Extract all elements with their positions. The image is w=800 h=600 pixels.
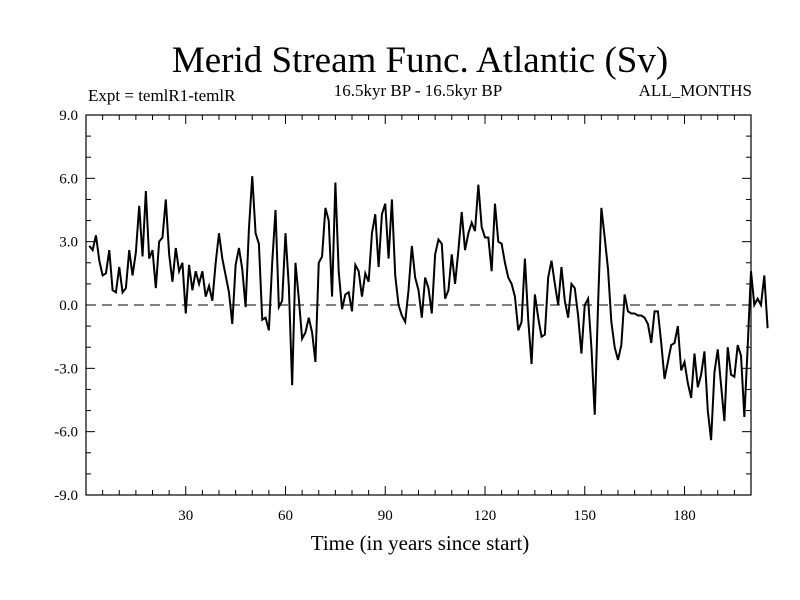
tick-labels: 30 60 90 120 150 180 9.0 6.0 3.0 0.0 -3.0 -6.0 -9.0 bbox=[54, 108, 696, 524]
x-tick-label: 90 bbox=[378, 508, 393, 524]
tick-marks bbox=[86, 115, 751, 495]
y-tick-label: 0.0 bbox=[59, 298, 78, 314]
experiment-label: Expt = temlR1-temlR bbox=[88, 86, 236, 105]
chart-title: Merid Stream Func. Atlantic (Sv) bbox=[172, 40, 668, 81]
x-tick-label: 180 bbox=[673, 508, 696, 524]
x-axis-label: Time (in years since start) bbox=[311, 531, 530, 555]
y-tick-label: -3.0 bbox=[54, 361, 78, 377]
y-tick-label: -9.0 bbox=[54, 488, 78, 504]
x-tick-label: 120 bbox=[474, 508, 497, 524]
months-label: ALL_MONTHS bbox=[639, 81, 752, 100]
x-tick-label: 60 bbox=[278, 508, 293, 524]
data-series-line bbox=[88, 176, 769, 441]
y-tick-label: 3.0 bbox=[59, 235, 78, 251]
x-tick-label: 30 bbox=[178, 508, 193, 524]
y-tick-label: -6.0 bbox=[54, 425, 78, 441]
x-tick-label: 150 bbox=[574, 508, 597, 524]
y-tick-label: 6.0 bbox=[59, 171, 78, 187]
y-tick-label: 9.0 bbox=[59, 108, 78, 124]
chart-subtitle: 16.5kyr BP - 16.5kyr BP bbox=[334, 81, 502, 100]
